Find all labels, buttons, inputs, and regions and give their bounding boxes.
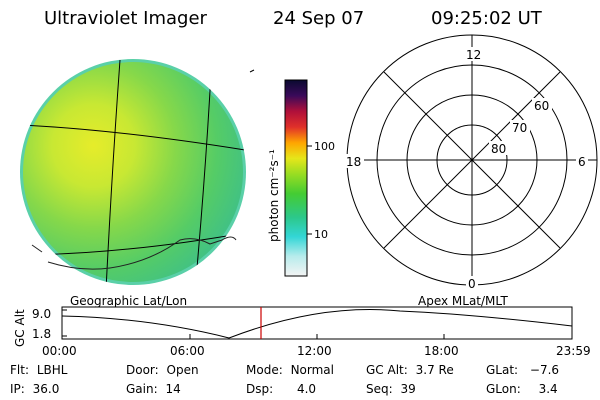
timeline-y-tick-max: 9.0	[32, 307, 51, 321]
earth-image	[20, 59, 255, 285]
status-value: LBHL	[36, 363, 68, 377]
status-key: IP:	[10, 382, 25, 396]
polar-diagonal-2	[383, 71, 561, 249]
timeline-left-label: Geographic Lat/Lon	[70, 294, 187, 308]
timeline-y-label: GC Alt	[13, 309, 27, 347]
mlt-label-12: 12	[466, 48, 481, 62]
mlt-label-6: 6	[578, 155, 586, 169]
mlt-label-0: 0	[468, 277, 476, 291]
status-key: GLat:	[486, 363, 519, 377]
timeline-x-tick-1: 06:00	[170, 344, 205, 358]
timeline-x-tick-3: 18:00	[424, 344, 459, 358]
colorbar-tick-label-100: 100	[314, 140, 335, 153]
status-value: 4.0	[296, 382, 317, 396]
image-disc	[23, 62, 243, 282]
status-ip: IP: 36.0	[10, 382, 59, 396]
status-key: GLon:	[486, 382, 521, 396]
polar-plot	[346, 34, 598, 286]
status-glat: GLat: −7.6	[486, 363, 559, 377]
colorbar-tick-label-10: 10	[314, 228, 328, 241]
status-dsp: Dsp: 4.0	[246, 382, 316, 396]
timeline-x-tick-2: 12:00	[297, 344, 332, 358]
status-value: 3.4	[538, 382, 558, 396]
status-key: Seq:	[366, 382, 393, 396]
limb-tick	[249, 69, 255, 73]
timeline-x-tick-4: 23:59	[556, 344, 591, 358]
status-key: Dsp:	[246, 382, 274, 396]
mlt-label-18: 18	[346, 155, 361, 169]
timeline-y-tick-min: 1.8	[32, 327, 51, 341]
status-key: GC Alt:	[366, 363, 408, 377]
status-seq: Seq: 39	[366, 382, 416, 396]
status-door: Door: Open	[126, 363, 199, 377]
coastline	[31, 236, 237, 270]
status-key: Mode:	[246, 363, 283, 377]
status-value: Normal	[290, 363, 334, 377]
status-value: 14	[165, 382, 181, 396]
status-value: Open	[166, 363, 199, 377]
timeline-right-label: Apex MLat/MLT	[418, 294, 508, 308]
status-value: 3.7 Re	[415, 363, 454, 377]
status-value: 39	[400, 382, 416, 396]
status-value: 36.0	[32, 382, 60, 396]
status-mode: Mode: Normal	[246, 363, 334, 377]
status-filter: Flt: LBHL	[10, 363, 67, 377]
colorbar: 100 10 photon cm⁻²s⁻¹	[267, 79, 335, 277]
status-gc-alt: GC Alt: 3.7 Re	[366, 363, 454, 377]
polar-labels: 12 18 6 0 60 70 80	[344, 47, 588, 291]
status-gain: Gain: 14	[126, 382, 181, 396]
status-key: Gain:	[126, 382, 158, 396]
mlat-label-60: 60	[534, 99, 549, 113]
orbit-timeline: Geographic Lat/Lon Apex MLat/MLT GC Alt …	[13, 294, 591, 358]
mlat-label-80: 80	[491, 142, 506, 156]
colorbar-unit-label: photon cm⁻²s⁻¹	[267, 149, 281, 242]
date-label: 24 Sep 07	[273, 8, 365, 29]
timeline-x-tick-0: 00:00	[42, 344, 77, 358]
status-key: Flt:	[10, 363, 29, 377]
status-key: Door:	[126, 363, 159, 377]
status-glon: GLon: 3.4	[486, 382, 558, 396]
mlat-label-70: 70	[512, 121, 527, 135]
time-label: 09:25:02 UT	[431, 8, 542, 29]
altitude-curve	[61, 309, 573, 339]
instrument-title: Ultraviolet Imager	[44, 8, 207, 29]
status-value: −7.6	[529, 363, 560, 377]
colorbar-scale	[284, 79, 308, 277]
